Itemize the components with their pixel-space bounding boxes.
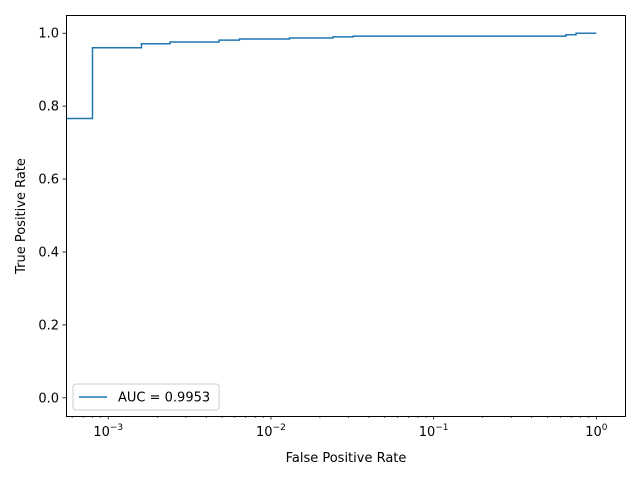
axes-frame bbox=[66, 15, 626, 417]
y-axis-ticks: 0.0 0.2 0.4 0.6 0.8 1.0 bbox=[38, 27, 66, 406]
x-tick-label: 10−1 bbox=[419, 423, 449, 440]
plot-content bbox=[66, 32, 597, 120]
y-tick-label: 0.0 bbox=[38, 391, 59, 406]
x-axis-label: False Positive Rate bbox=[286, 451, 407, 466]
y-axis-label: True Positive Rate bbox=[14, 158, 29, 275]
x-tick-label: 10−2 bbox=[256, 423, 286, 440]
x-tick-label: 10−3 bbox=[93, 423, 123, 440]
roc-curve-series-0 bbox=[66, 32, 597, 120]
y-tick-label: 1.0 bbox=[38, 27, 59, 42]
y-tick-label: 0.4 bbox=[38, 245, 59, 260]
legend-entry-label: AUC = 0.9953 bbox=[118, 391, 210, 406]
x-axis-ticks: 10−3 10−2 10−1 100 bbox=[71, 416, 608, 440]
y-tick-label: 0.6 bbox=[38, 173, 59, 188]
legend-box bbox=[72, 383, 220, 411]
legend: AUC = 0.9953 bbox=[72, 383, 220, 411]
y-tick-label: 0.2 bbox=[38, 318, 59, 333]
y-tick-label: 0.8 bbox=[38, 100, 59, 115]
x-tick-label: 100 bbox=[585, 423, 608, 440]
